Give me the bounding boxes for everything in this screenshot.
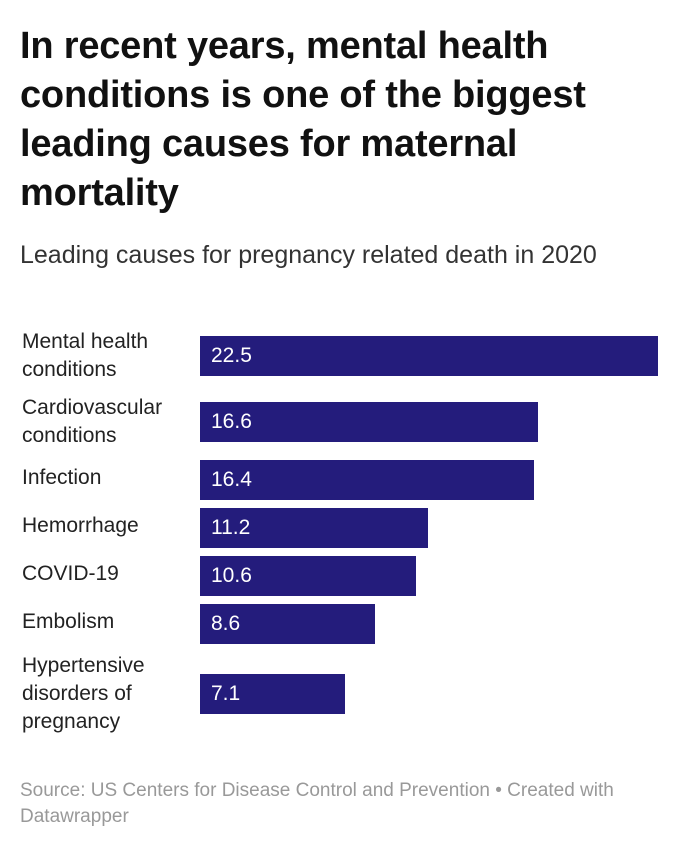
bar — [200, 508, 428, 548]
category-label: Embolism — [22, 610, 115, 633]
category-label: Cardiovascular conditions — [22, 396, 163, 447]
category-label: COVID-19 — [22, 562, 119, 585]
bar-value-label: 16.4 — [211, 468, 252, 491]
bar — [200, 604, 375, 644]
category-label: Mental health conditions — [22, 330, 149, 381]
bar — [200, 336, 658, 376]
bar — [200, 402, 538, 442]
category-label: Hemorrhage — [22, 514, 139, 537]
category-label: Hypertensive disorders of pregnancy — [22, 654, 145, 733]
bar — [200, 460, 534, 500]
bar — [200, 674, 345, 714]
bar-value-label: 11.2 — [211, 516, 251, 539]
category-label: Infection — [22, 466, 102, 489]
bar-value-label: 8.6 — [211, 612, 241, 635]
bar-value-label: 16.6 — [211, 410, 252, 433]
bar-value-label: 10.6 — [211, 564, 252, 587]
bar-value-label: 7.1 — [211, 682, 241, 705]
bar — [200, 556, 416, 596]
bar-value-label: 22.5 — [211, 344, 252, 367]
chart-title: In recent years, mental health condition… — [20, 25, 586, 214]
source-note: Source: US Centers for Disease Control a… — [20, 780, 614, 827]
chart-subtitle: Leading causes for pregnancy related dea… — [20, 241, 597, 269]
